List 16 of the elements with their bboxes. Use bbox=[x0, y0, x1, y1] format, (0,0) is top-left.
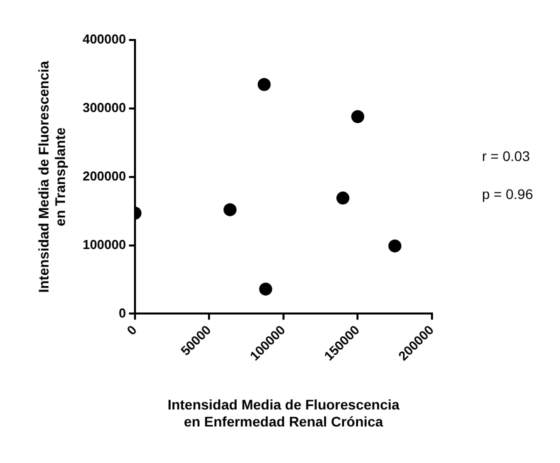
point bbox=[388, 239, 402, 252]
point bbox=[258, 78, 271, 91]
y-tick-label: 400000 bbox=[82, 32, 126, 47]
point bbox=[336, 192, 350, 205]
x-axis-title: Intensidad Media de Fluorescencia en Enfermedad Renal Crónica bbox=[168, 396, 400, 430]
y-tick-label: 200000 bbox=[82, 168, 126, 184]
y-tick-label: 300000 bbox=[82, 100, 126, 115]
text: p = 0.96 bbox=[482, 186, 534, 202]
y-tick-label: 100000 bbox=[82, 236, 126, 252]
y-axis-title: Intensidad Media de Fluorescencia en Transplante bbox=[35, 60, 68, 293]
point bbox=[224, 203, 237, 216]
point bbox=[351, 110, 364, 124]
x-tick-label: 0 bbox=[124, 322, 140, 338]
y-tick-label: 0 bbox=[118, 305, 126, 320]
point bbox=[259, 282, 272, 296]
text: r = 0.03 bbox=[482, 148, 530, 164]
